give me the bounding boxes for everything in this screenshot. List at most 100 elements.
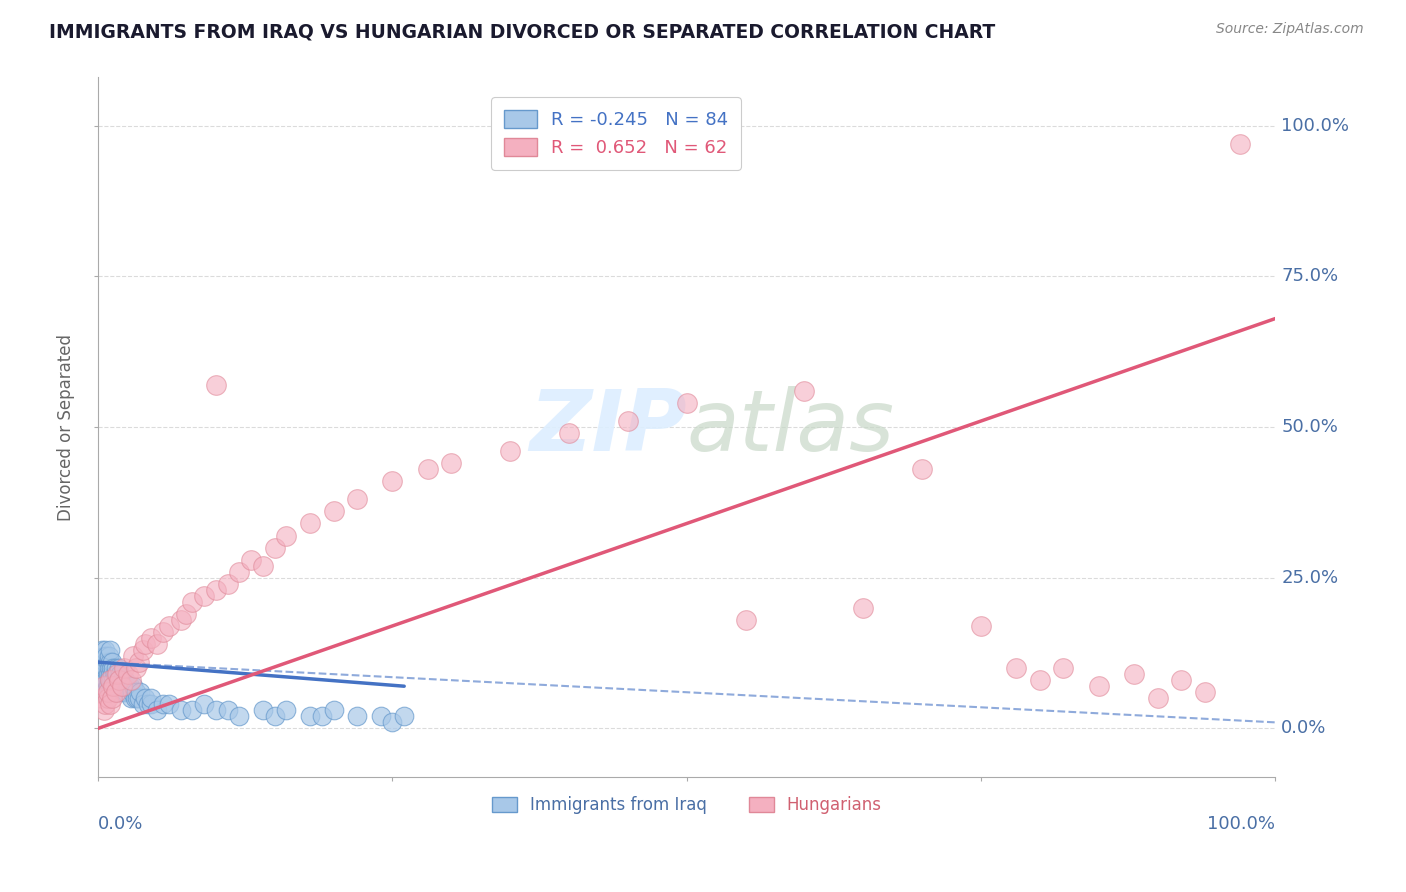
Point	[298, 709, 321, 723]
Point	[370, 709, 392, 723]
Point	[228, 565, 250, 579]
Point	[103, 673, 125, 688]
Point	[1194, 685, 1216, 699]
Point	[105, 667, 128, 681]
Point	[157, 698, 180, 712]
Point	[1005, 661, 1028, 675]
Point	[100, 673, 122, 688]
Point	[176, 607, 198, 621]
Point	[125, 661, 148, 675]
Point	[276, 528, 298, 542]
Text: IMMIGRANTS FROM IRAQ VS HUNGARIAN DIVORCED OR SEPARATED CORRELATION CHART: IMMIGRANTS FROM IRAQ VS HUNGARIAN DIVORC…	[49, 22, 995, 41]
Point	[152, 624, 174, 639]
Point	[107, 673, 129, 688]
Point	[440, 456, 463, 470]
Point	[93, 673, 115, 688]
Point	[205, 582, 228, 597]
Point	[793, 384, 815, 398]
Point	[205, 377, 228, 392]
Point	[276, 703, 298, 717]
Point	[122, 649, 145, 664]
Point	[103, 667, 125, 681]
Point	[93, 661, 115, 675]
Point	[139, 691, 162, 706]
Point	[181, 595, 204, 609]
Point	[98, 673, 121, 688]
Text: 100.0%: 100.0%	[1208, 815, 1275, 833]
Point	[114, 673, 136, 688]
Point	[103, 661, 125, 675]
Point	[134, 637, 156, 651]
Point	[121, 685, 143, 699]
Point	[93, 649, 115, 664]
Point	[132, 698, 155, 712]
Point	[558, 425, 581, 440]
Point	[91, 655, 114, 669]
Text: 0.0%: 0.0%	[1281, 720, 1327, 738]
Point	[117, 679, 139, 693]
Point	[205, 703, 228, 717]
Point	[132, 643, 155, 657]
Point	[1146, 691, 1168, 706]
Point	[181, 703, 204, 717]
Point	[1052, 661, 1074, 675]
Text: Source: ZipAtlas.com: Source: ZipAtlas.com	[1216, 22, 1364, 37]
Point	[734, 613, 756, 627]
Point	[96, 691, 118, 706]
Point	[311, 709, 333, 723]
Point	[298, 516, 321, 531]
Point	[96, 667, 118, 681]
Point	[105, 667, 128, 681]
Point	[98, 667, 121, 681]
Point	[193, 589, 215, 603]
Point	[169, 613, 191, 627]
Point	[617, 414, 640, 428]
Point	[346, 492, 368, 507]
Point	[111, 679, 134, 693]
Point	[94, 685, 117, 699]
Point	[90, 673, 112, 688]
Text: atlas: atlas	[686, 385, 894, 468]
Point	[675, 396, 697, 410]
Point	[93, 703, 115, 717]
Text: 25.0%: 25.0%	[1281, 569, 1339, 587]
Point	[146, 637, 169, 651]
Point	[217, 703, 239, 717]
Point	[96, 673, 118, 688]
Point	[169, 703, 191, 717]
Point	[499, 444, 522, 458]
Point	[228, 709, 250, 723]
Point	[110, 679, 132, 693]
Text: 0.0%: 0.0%	[98, 815, 143, 833]
Text: ZIP: ZIP	[529, 385, 686, 468]
Point	[120, 691, 142, 706]
Point	[970, 619, 993, 633]
Point	[103, 679, 125, 693]
Point	[1123, 667, 1146, 681]
Point	[101, 691, 124, 706]
Point	[125, 685, 148, 699]
Point	[94, 698, 117, 712]
Y-axis label: Divorced or Separated: Divorced or Separated	[58, 334, 75, 521]
Point	[91, 667, 114, 681]
Point	[96, 679, 118, 693]
Point	[96, 655, 118, 669]
Point	[146, 703, 169, 717]
Point	[96, 649, 118, 664]
Point	[128, 691, 150, 706]
Point	[118, 685, 141, 699]
Point	[111, 685, 134, 699]
Point	[346, 709, 368, 723]
Text: 50.0%: 50.0%	[1281, 418, 1339, 436]
Point	[96, 661, 118, 675]
Point	[105, 679, 128, 693]
Point	[157, 619, 180, 633]
Point	[94, 667, 117, 681]
Point	[122, 679, 145, 693]
Point	[193, 698, 215, 712]
Text: 100.0%: 100.0%	[1281, 117, 1350, 135]
Point	[104, 661, 127, 675]
Point	[381, 715, 404, 730]
Point	[1229, 136, 1251, 151]
Point	[98, 698, 121, 712]
